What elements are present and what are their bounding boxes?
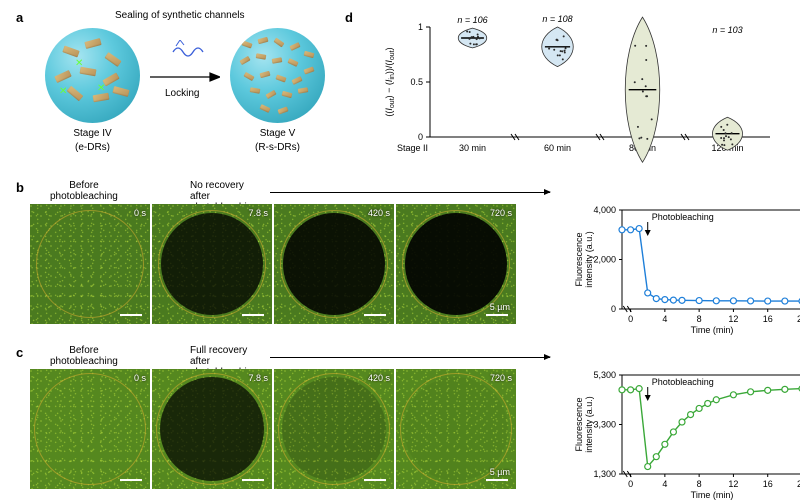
locking-label: Locking bbox=[165, 88, 199, 99]
svg-text:Stage II: Stage II bbox=[397, 143, 428, 153]
svg-text:12: 12 bbox=[728, 479, 738, 489]
svg-text:n = 106: n = 106 bbox=[457, 15, 487, 25]
svg-text:intensity (a.u.): intensity (a.u.) bbox=[584, 396, 594, 453]
svg-text:60 min: 60 min bbox=[544, 143, 571, 153]
panel-a: Sealing of synthetic channels ✕ ✕ ✕ bbox=[30, 10, 340, 165]
micrograph: 0 s bbox=[30, 369, 150, 489]
svg-text:16: 16 bbox=[763, 479, 773, 489]
svg-text:8: 8 bbox=[697, 479, 702, 489]
micrograph: 7.8 s bbox=[152, 369, 272, 489]
panel-b-label: b bbox=[16, 180, 24, 195]
svg-text:Time (min): Time (min) bbox=[691, 490, 734, 500]
violin-plot: 0 0.5 1 ((Iout) − (Iin))/(Iout) Stage II 30 m… bbox=[380, 15, 780, 165]
svg-text:12: 12 bbox=[728, 314, 738, 324]
panel-c-arrow bbox=[270, 357, 550, 358]
svg-text:0: 0 bbox=[628, 314, 633, 324]
micrograph: 7.8 s bbox=[152, 204, 272, 324]
svg-text:30 min: 30 min bbox=[459, 143, 486, 153]
panel-b-chart: 02,0004,000048121620Time (min)Fluorescen… bbox=[570, 200, 800, 335]
svg-text:3,300: 3,300 bbox=[593, 420, 616, 430]
panel-b-images: 0 s7.8 s420 s720 s5 µm bbox=[30, 204, 516, 324]
svg-text:Fluorescence: Fluorescence bbox=[574, 232, 584, 286]
panel-a-title: Sealing of synthetic channels bbox=[115, 10, 245, 21]
panel-c-label: c bbox=[16, 345, 23, 360]
svg-text:16: 16 bbox=[763, 314, 773, 324]
sphere-stage-iv: ✕ ✕ ✕ bbox=[45, 28, 140, 123]
svg-text:0: 0 bbox=[418, 132, 423, 142]
svg-text:5,300: 5,300 bbox=[593, 370, 616, 380]
sphere-stage-v bbox=[230, 28, 325, 123]
locking-arrow-icon bbox=[150, 70, 220, 84]
before-pb-label: Before photobleaching bbox=[50, 180, 118, 202]
svg-text:8: 8 bbox=[697, 314, 702, 324]
stage-iv-sublabel: (e-DRs) bbox=[45, 142, 140, 153]
svg-text:0: 0 bbox=[628, 479, 633, 489]
svg-text:0.5: 0.5 bbox=[410, 77, 423, 87]
micrograph: 720 s5 µm bbox=[396, 369, 516, 489]
svg-text:Photobleaching: Photobleaching bbox=[652, 212, 714, 222]
svg-text:Fluorescence: Fluorescence bbox=[574, 397, 584, 451]
panel-c-images: 0 s7.8 s420 s720 s5 µm bbox=[30, 369, 516, 489]
panel-a-label: a bbox=[16, 10, 23, 25]
stage-iv-label: Stage IV bbox=[45, 128, 140, 139]
svg-text:1: 1 bbox=[418, 22, 423, 32]
svg-text:2,000: 2,000 bbox=[593, 255, 616, 265]
svg-text:n = 103: n = 103 bbox=[712, 25, 742, 35]
micrograph: 0 s bbox=[30, 204, 150, 324]
svg-text:((Iout) − (Iin))/(Iout): ((Iout) − (Iin))/(Iout) bbox=[384, 47, 396, 116]
svg-text:4: 4 bbox=[662, 314, 667, 324]
svg-text:4: 4 bbox=[662, 479, 667, 489]
panel-c-chart: 1,3003,3005,300048121620Time (min)Fluore… bbox=[570, 365, 800, 500]
panel-b-arrow bbox=[270, 192, 550, 193]
micrograph: 720 s5 µm bbox=[396, 204, 516, 324]
svg-text:n = 108: n = 108 bbox=[542, 15, 572, 24]
svg-text:1,300: 1,300 bbox=[593, 469, 616, 479]
svg-text:Time (min): Time (min) bbox=[691, 325, 734, 335]
locking-squiggle-icon bbox=[170, 40, 206, 58]
svg-text:4,000: 4,000 bbox=[593, 205, 616, 215]
stage-v-sublabel: (R-s-DRs) bbox=[230, 142, 325, 153]
svg-text:Photobleaching: Photobleaching bbox=[652, 377, 714, 387]
before-pb-label-c: Before photobleaching bbox=[50, 345, 118, 367]
svg-text:0: 0 bbox=[611, 304, 616, 314]
stage-v-label: Stage V bbox=[230, 128, 325, 139]
svg-text:intensity (a.u.): intensity (a.u.) bbox=[584, 231, 594, 288]
micrograph: 420 s bbox=[274, 204, 394, 324]
panel-d: 0 0.5 1 ((Iout) − (Iin))/(Iout) Stage II 30 m… bbox=[350, 10, 780, 165]
micrograph: 420 s bbox=[274, 369, 394, 489]
